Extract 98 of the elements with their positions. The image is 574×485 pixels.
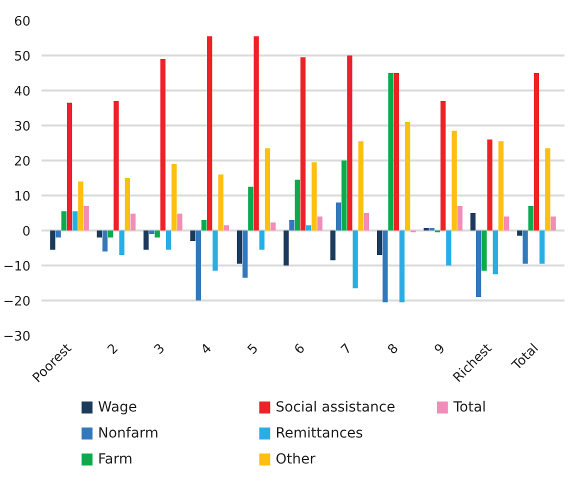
bar xyxy=(487,140,492,230)
bar xyxy=(377,230,382,255)
bar xyxy=(212,230,218,271)
legend-label: Total xyxy=(452,400,486,416)
bar xyxy=(550,216,556,230)
bar xyxy=(330,230,336,260)
bar xyxy=(336,202,342,230)
bar xyxy=(224,225,229,230)
x-tick-label: 9 xyxy=(432,341,448,358)
bar xyxy=(446,230,452,266)
bar xyxy=(254,36,259,230)
bar xyxy=(78,182,84,230)
bar xyxy=(154,230,160,238)
x-tick-label: 2 xyxy=(105,341,122,358)
legend-label: Wage xyxy=(98,400,138,416)
y-tick-label: 20 xyxy=(14,154,31,170)
x-tick-label: 3 xyxy=(152,341,168,358)
bar xyxy=(452,130,457,230)
x-tick-label: 8 xyxy=(385,341,402,358)
bar xyxy=(470,213,476,230)
y-tick-label: 50 xyxy=(14,50,31,64)
bar xyxy=(149,230,154,234)
y-tick-label: −10 xyxy=(3,260,31,274)
bar xyxy=(207,36,212,230)
bar xyxy=(84,206,89,230)
bar xyxy=(522,230,528,264)
bar xyxy=(248,186,254,230)
bar xyxy=(259,230,264,250)
bar xyxy=(347,56,352,230)
bar xyxy=(528,206,534,230)
x-tick-label: 4 xyxy=(198,341,215,358)
bar xyxy=(306,225,312,230)
bar xyxy=(405,122,410,230)
bar xyxy=(190,230,196,241)
bar xyxy=(102,230,108,252)
bar xyxy=(534,73,540,230)
bar xyxy=(56,230,61,238)
y-tick-label: 60 xyxy=(14,14,31,30)
bar xyxy=(119,230,124,255)
legend-label: Other xyxy=(276,452,316,468)
legend-label: Remittances xyxy=(276,426,363,442)
bar xyxy=(545,148,550,230)
bar xyxy=(540,230,545,264)
legend-label: Farm xyxy=(98,452,132,468)
bar xyxy=(96,230,102,238)
bar xyxy=(270,222,276,230)
bar xyxy=(457,206,462,230)
bar xyxy=(108,230,114,238)
bar xyxy=(177,214,182,230)
y-tick-label: 40 xyxy=(14,84,31,100)
bar xyxy=(498,141,504,230)
bar xyxy=(66,102,72,230)
legend-label: Social assistance xyxy=(276,400,396,416)
bar xyxy=(72,211,78,230)
bar xyxy=(166,230,172,250)
bar xyxy=(242,230,248,278)
x-tick-label: 7 xyxy=(338,341,356,358)
y-tick-label: −30 xyxy=(3,330,31,344)
bar xyxy=(294,180,300,230)
bar xyxy=(300,57,306,230)
bar xyxy=(201,220,207,230)
y-tick-label: 30 xyxy=(14,120,31,134)
bar xyxy=(317,216,322,230)
bar xyxy=(388,73,394,230)
bar xyxy=(61,211,66,230)
bar xyxy=(358,141,364,230)
bar xyxy=(236,230,242,264)
bar xyxy=(196,230,201,300)
bar xyxy=(160,59,166,230)
bar xyxy=(342,160,347,230)
bar xyxy=(50,230,56,250)
bar xyxy=(394,73,399,230)
bar xyxy=(382,230,388,302)
y-tick-label: 0 xyxy=(22,224,31,240)
bar xyxy=(284,230,289,266)
bar xyxy=(144,230,149,250)
x-tick-label: 5 xyxy=(245,341,262,358)
bar xyxy=(476,230,482,297)
bar xyxy=(517,230,522,236)
bar xyxy=(114,101,119,230)
bar xyxy=(124,178,130,230)
bar xyxy=(130,214,136,230)
x-tick-label: 6 xyxy=(292,341,308,358)
legend-label: Nonfarm xyxy=(98,426,159,442)
bar xyxy=(218,174,224,230)
bar xyxy=(352,230,358,288)
bar xyxy=(482,230,487,271)
bar xyxy=(289,220,294,230)
bar xyxy=(504,216,510,230)
bar xyxy=(172,164,177,230)
bar xyxy=(364,213,370,230)
bar xyxy=(492,230,498,274)
y-tick-label: −20 xyxy=(3,294,31,310)
bar xyxy=(264,148,270,230)
bar xyxy=(312,162,317,230)
y-tick-label: 10 xyxy=(14,190,31,204)
bar xyxy=(440,101,446,230)
bar xyxy=(399,230,405,302)
